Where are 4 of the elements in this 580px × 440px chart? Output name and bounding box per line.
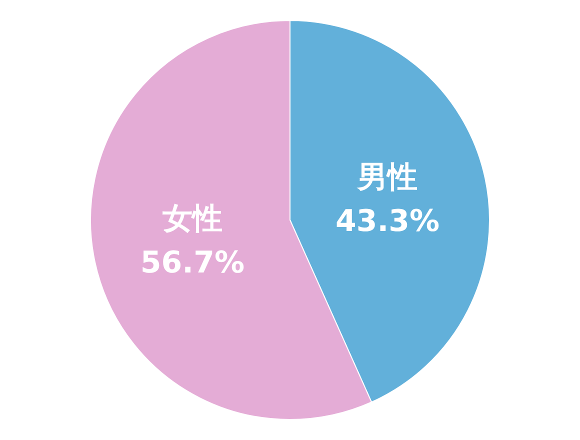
data-label: 56.7% bbox=[140, 246, 244, 281]
slice-label: 女性 bbox=[161, 202, 222, 237]
slice-label: 男性 bbox=[356, 160, 418, 195]
data-label: 43.3% bbox=[336, 204, 440, 239]
